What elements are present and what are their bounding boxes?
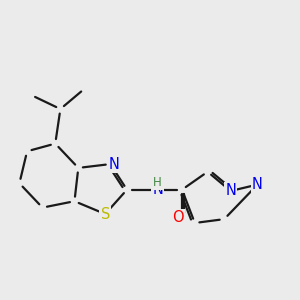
Text: N: N [252, 177, 263, 192]
Text: N: N [225, 184, 236, 199]
Text: O: O [172, 210, 184, 225]
Text: N: N [109, 157, 120, 172]
Text: S: S [100, 206, 110, 221]
Text: H: H [153, 176, 162, 189]
Text: N: N [152, 182, 163, 197]
